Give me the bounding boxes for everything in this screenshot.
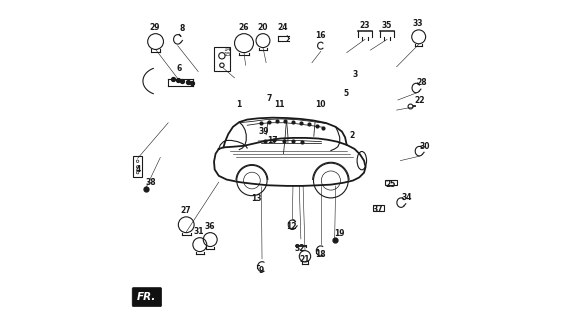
- Text: 38: 38: [146, 179, 156, 188]
- Text: 21: 21: [299, 255, 310, 264]
- Text: 2: 2: [349, 131, 354, 140]
- Text: 1: 1: [236, 100, 242, 109]
- Text: 30: 30: [420, 141, 430, 150]
- Text: 17: 17: [268, 136, 278, 146]
- Text: 11: 11: [274, 100, 284, 108]
- Text: 25: 25: [385, 180, 395, 189]
- Text: 26: 26: [238, 23, 249, 32]
- Text: 15: 15: [223, 52, 231, 57]
- Text: 31: 31: [194, 227, 205, 236]
- FancyBboxPatch shape: [132, 288, 162, 307]
- Text: 7: 7: [267, 94, 272, 103]
- Text: 37: 37: [373, 205, 383, 214]
- Text: 34: 34: [401, 193, 412, 202]
- Text: 32: 32: [295, 244, 306, 253]
- Text: 12: 12: [286, 222, 297, 231]
- Text: 19: 19: [334, 229, 345, 238]
- Text: 10: 10: [315, 100, 325, 108]
- Text: 18: 18: [315, 250, 325, 259]
- Text: 3: 3: [353, 69, 358, 78]
- Text: 23: 23: [359, 20, 370, 29]
- Text: 27: 27: [180, 206, 191, 215]
- Text: 4: 4: [136, 165, 141, 174]
- Text: 33: 33: [413, 19, 424, 28]
- Text: 9: 9: [259, 266, 264, 275]
- Text: FR.: FR.: [137, 292, 156, 302]
- Text: 29: 29: [150, 23, 160, 32]
- Bar: [385, 180, 396, 185]
- Text: 28: 28: [417, 78, 427, 87]
- Bar: [133, 156, 142, 177]
- Text: 16: 16: [315, 31, 325, 40]
- Text: 39: 39: [259, 127, 269, 136]
- Text: 13: 13: [251, 194, 261, 203]
- Bar: [373, 205, 384, 211]
- Text: 24: 24: [278, 23, 288, 32]
- Text: 20: 20: [257, 23, 268, 32]
- Text: 8: 8: [180, 24, 185, 33]
- Text: 22: 22: [414, 96, 425, 105]
- Text: 14: 14: [223, 47, 231, 52]
- Text: 5: 5: [344, 89, 349, 98]
- Text: 6: 6: [177, 64, 182, 73]
- Text: 35: 35: [381, 20, 392, 29]
- Text: 36: 36: [204, 222, 215, 231]
